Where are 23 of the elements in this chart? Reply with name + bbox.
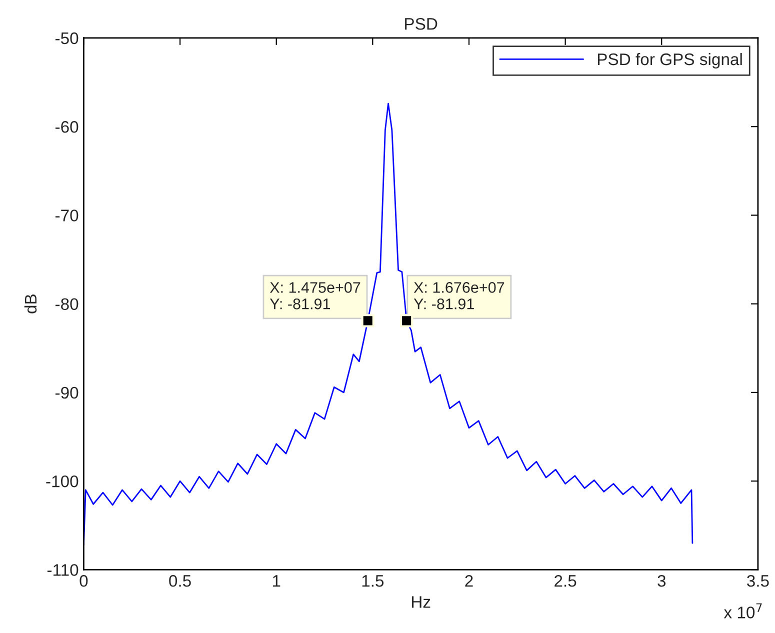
annotation: X: 1.475e+07 Y: -81.91 (270, 282, 360, 310)
x-tick-label: 2 (465, 575, 473, 587)
y-tick-label: -100 (46, 475, 78, 488)
y-tick-label: -60 (55, 121, 78, 133)
chart-title: PSD (405, 18, 438, 30)
y-tick-label: -80 (55, 298, 78, 310)
text: PSD for GPS signal (598, 52, 742, 69)
x-axis-title: Hz (412, 596, 430, 608)
x-tick-label: 1.5 (362, 575, 384, 587)
y-tick-label: -90 (55, 386, 78, 399)
x-tick-label: 3 (658, 575, 666, 587)
y-axis-title: dB (24, 294, 37, 314)
x-tick-label: 0 (80, 575, 88, 587)
y-tick-label: -70 (55, 210, 78, 222)
x-tick-label: 0.5 (169, 575, 191, 587)
text: x 10$^{7}$ (724, 603, 762, 618)
annotation: X: 1.676e+07 Y: -81.91 (414, 282, 504, 310)
x-tick-label: 2.5 (554, 575, 576, 587)
line-series (84, 102, 694, 546)
y-tick-label: -50 (55, 32, 78, 44)
y-tick-label: -110 (47, 564, 78, 576)
x-tick-label: 3.5 (747, 575, 769, 587)
x-tick-label: 1 (272, 575, 280, 587)
